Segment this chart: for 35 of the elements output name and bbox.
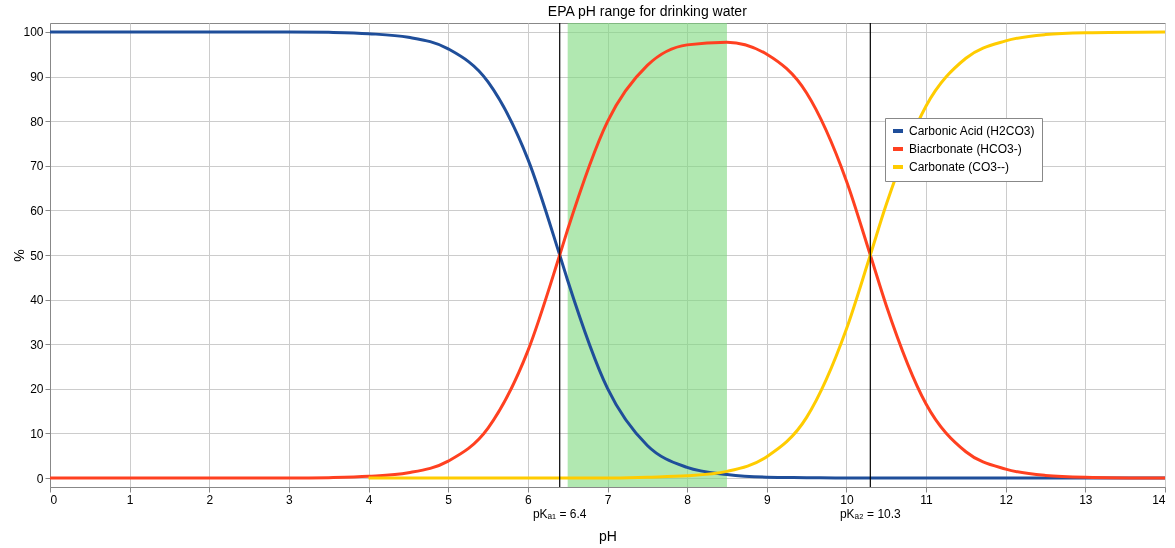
x-tick-label: 1 [126,492,134,507]
x-tick-label: 2 [206,492,214,507]
legend-label: Biacrbonate (HCO3-) [909,142,1022,156]
x-tick-label: 10 [840,492,854,507]
x-tick-label: 7 [604,492,612,507]
x-tick-label: 12 [999,492,1014,507]
x-tick-label: 6 [525,492,533,507]
x-axis-title: pH [599,527,617,544]
line-series [367,30,1167,480]
x-tick-label: 5 [445,492,453,507]
x-tick-label: 4 [365,492,373,507]
x-tick-label: 11 [920,492,934,507]
y-tick-label: 90 [30,70,44,85]
y-tick-label: 0 [36,471,44,486]
y-axis-title: % [11,249,28,262]
ref-line-label: pKₐ₂ = 10.3 [839,507,902,521]
x-tick-label: 13 [1079,492,1093,507]
y-tick-label: 60 [30,203,44,218]
y-tick-label: 100 [23,25,44,40]
x-tick-label: 8 [684,492,692,507]
x-tick-label: 14 [1152,492,1166,507]
y-tick-label: 80 [30,114,44,129]
y-tick-label: 20 [30,382,44,397]
ref-line-label: pKₐ₁ = 6.4 [532,507,587,521]
x-tick-label: 0 [50,492,58,507]
y-tick-label: 30 [30,337,44,352]
y-tick-label: 70 [30,159,44,174]
y-tick-label: 50 [30,248,44,263]
x-tick-label: 3 [286,492,294,507]
y-tick-label: 10 [30,426,44,441]
legend-label: Carbonic Acid (H2CO3) [909,124,1035,138]
legend-label: Carbonate (CO3--) [909,160,1010,174]
x-tick-label: 9 [763,492,771,507]
band-label: EPA pH range for drinking water [547,3,748,19]
y-tick-label: 40 [30,293,44,308]
